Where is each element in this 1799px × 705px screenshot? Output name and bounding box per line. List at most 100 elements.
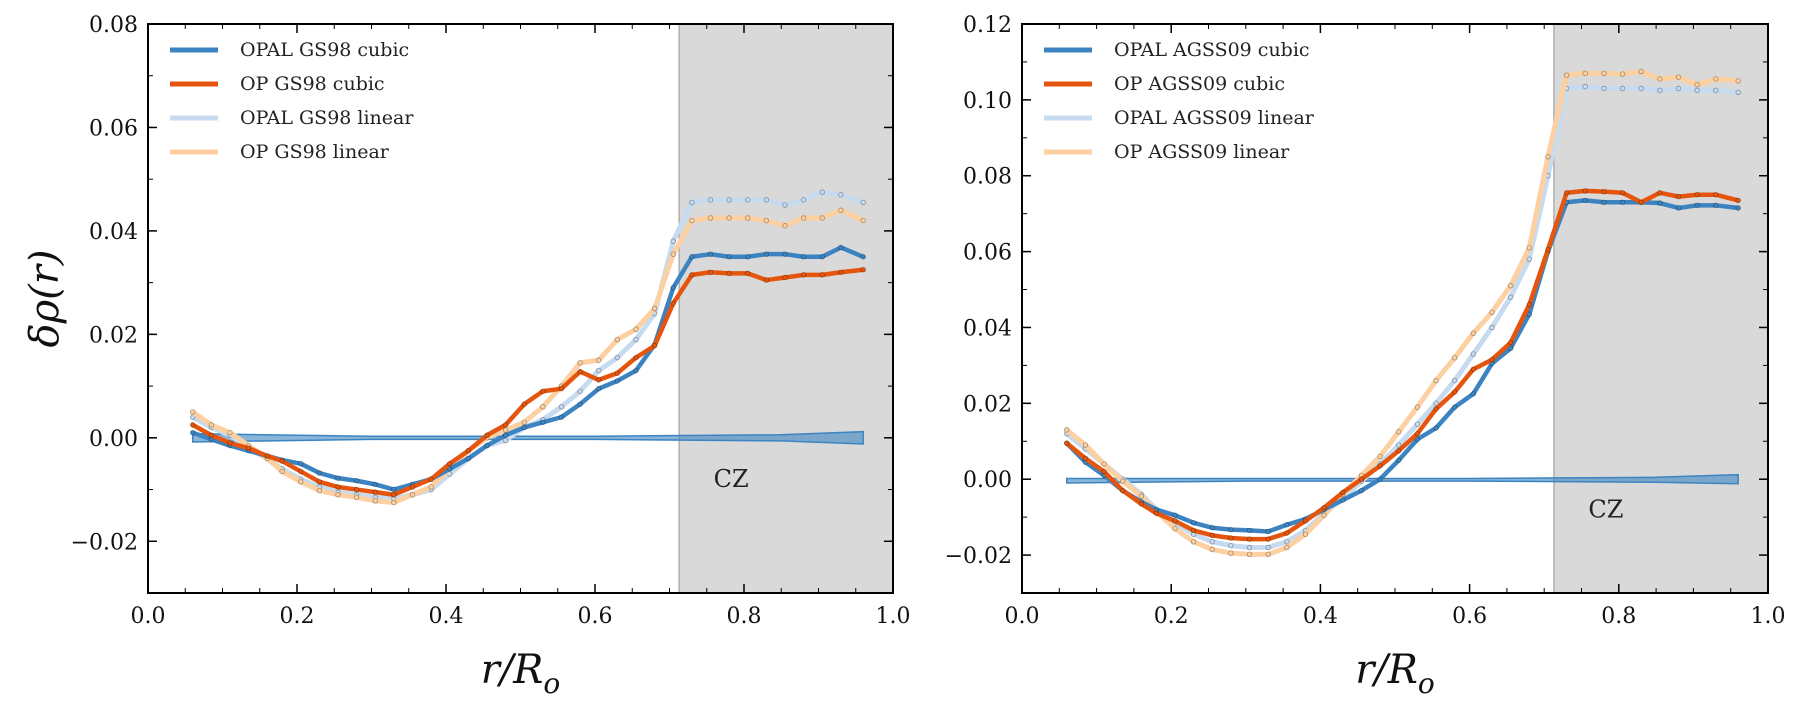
data-point [1265,536,1271,542]
left-panel: CZ 0.0 0.2 0.4 0.6 0.8 1.0 −0.02 0.00 0.02 0.04 0.0… [22,13,911,700]
data-point [689,217,695,224]
data-point [1526,245,1532,251]
data-point [298,460,304,467]
data-point [1638,68,1644,75]
data-point [838,244,844,251]
data-point [596,377,602,383]
data-point [1433,425,1439,431]
data-point [1582,197,1588,204]
data-point [1138,493,1145,499]
data-point [409,484,416,490]
x-tick-label: 0.0 [131,604,166,629]
data-point [1190,520,1197,526]
data-point [1228,526,1234,533]
data-point [1619,190,1626,196]
data-point [1545,154,1551,160]
data-point [1470,330,1477,336]
y-tick-label: 0.08 [89,13,138,38]
right-panel: CZ 0.0 0.2 0.4 0.6 0.8 1.0 −0.02 0.00 0.02 0.04 0.0… [945,13,1786,700]
x-tick-label: 1.0 [876,604,911,629]
data-point [372,498,378,504]
data-point [1713,87,1719,94]
data-point [1340,497,1346,503]
data-point [1284,539,1290,545]
data-point [1694,81,1700,88]
data-point [1507,345,1514,352]
data-point [707,197,714,203]
cz-label: CZ [1588,496,1623,524]
data-point [1120,478,1126,484]
data-point [763,251,770,257]
x-tick-label: 0.4 [429,604,464,629]
data-point [391,499,397,506]
legend-label: OPAL GS98 linear [240,107,414,129]
data-point [1451,389,1458,395]
cz-label: CZ [714,465,749,493]
data-point [1265,528,1271,535]
data-point [465,455,472,462]
data-point [1582,83,1588,90]
data-point [614,336,621,343]
data-point [1396,448,1402,454]
legend-label: OP GS98 cubic [240,73,385,95]
data-point [316,470,323,476]
data-point [189,422,196,428]
data-point [1470,351,1477,357]
y-tick-label: 0.06 [963,241,1012,266]
data-point [1526,302,1532,308]
data-point [1638,85,1644,92]
data-point [1657,87,1663,94]
data-point [227,429,233,436]
x-tick-label: 0.2 [1154,604,1189,629]
data-point [484,432,490,438]
data-point [782,202,788,208]
data-point [1619,71,1626,77]
data-point [502,422,509,428]
y-tick-label: −0.02 [71,530,138,555]
data-point [1713,191,1719,198]
data-point [1694,202,1700,209]
data-point [353,486,360,493]
legend-label: OPAL AGSS09 linear [1114,107,1315,129]
data-point [1082,455,1089,462]
y-tick-label: 0.02 [89,323,138,348]
data-point [1601,188,1607,195]
data-point [1433,400,1439,407]
data-point [447,460,453,467]
data-point [1735,89,1741,95]
data-point [540,419,546,425]
data-point [1638,199,1644,205]
data-point [1489,309,1495,315]
data-point [372,481,378,488]
data-point [745,254,751,260]
data-point [245,445,252,451]
data-point [800,272,807,278]
data-point [689,272,695,278]
data-point [227,440,233,446]
data-point [860,254,866,260]
data-point [1228,542,1234,549]
x-axis-label-main: r/R [1355,647,1418,693]
data-point [838,191,844,198]
data-point [763,217,770,224]
data-point [1526,256,1532,262]
data-point [1657,200,1663,206]
data-point [1228,550,1234,556]
data-point [1735,78,1741,84]
data-point [1601,70,1607,77]
data-point [1190,539,1197,545]
data-point [707,269,714,275]
data-point [1120,487,1126,494]
data-point [1209,546,1215,553]
data-point [1694,87,1700,94]
y-tick-label: 0.12 [963,13,1012,38]
legend-label: OP AGSS09 cubic [1114,73,1285,95]
data-point [298,468,304,475]
y-tick-label: 0.00 [89,427,138,452]
data-point [372,489,378,495]
data-point [860,217,866,224]
data-point [1321,504,1327,511]
data-point [1153,510,1159,517]
data-point [208,422,215,428]
data-point [1209,539,1215,545]
